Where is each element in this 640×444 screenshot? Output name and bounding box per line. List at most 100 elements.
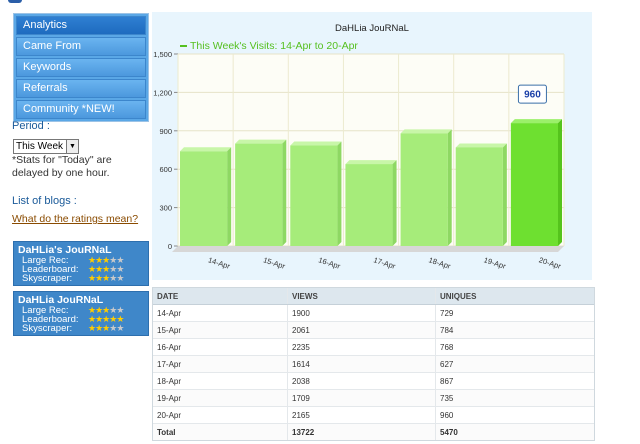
bar-top (510, 119, 562, 124)
x-tick-label: 20-Apr (538, 255, 563, 271)
chart-legend: This Week's Visits: 14-Apr to 20-Apr (180, 40, 358, 52)
analytics-nav: Analytics Came From Keywords Referrals C… (13, 13, 149, 122)
bar-chart: 0 300 600 900 1,200 1,500 14-Apr 15-Apr 16-Apr 17… (153, 50, 565, 271)
bar-top (235, 139, 287, 144)
star-icon: ★ (109, 323, 117, 333)
cell-views: 2038 (287, 372, 436, 390)
nav-item-community[interactable]: Community *NEW! (16, 100, 146, 119)
cell-views: 13722 (287, 423, 436, 440)
table-row: 19-Apr 1709 735 (153, 389, 594, 407)
table-row: 20-Apr 2165 960 (153, 406, 594, 424)
cell-views: 1709 (287, 389, 436, 407)
list-of-blogs-heading: List of blogs : (12, 195, 77, 207)
x-tick-label: 15-Apr (262, 255, 287, 271)
star-rating: ★★★★★ (88, 314, 124, 324)
visits-table: DATE VIEWS UNIQUES 14-Apr 1900 729 15-Apr 20… (152, 287, 595, 441)
bar-side (558, 119, 562, 246)
star-icon: ★ (109, 255, 117, 265)
x-tick-label: 14-Apr (207, 255, 232, 271)
cell-date: 16-Apr (153, 338, 288, 356)
rating-row: Skyscraper: ★★★★★ (18, 323, 144, 334)
bar (235, 143, 283, 246)
bar-side (392, 160, 397, 246)
nav-item-referrals[interactable]: Referrals (16, 79, 146, 98)
cell-date: 19-Apr (153, 389, 288, 407)
bar (345, 164, 393, 246)
table-row: 15-Apr 2061 784 (153, 321, 594, 339)
rating-label: Leaderboard: (22, 314, 79, 325)
stats-delay-note: *Stats for "Today" are delayed by one ho… (12, 154, 112, 179)
bar (400, 133, 448, 246)
top-strip (0, 0, 640, 8)
bar-top (455, 143, 507, 148)
star-icon: ★ (95, 264, 103, 274)
cell-date: 18-Apr (153, 372, 288, 390)
star-icon: ★ (109, 273, 117, 283)
ratings-meaning-link[interactable]: What do the ratings mean? (12, 213, 139, 225)
blog-card[interactable]: DaHLia JouRNaL Large Rec: ★★★★★ Leaderboa… (13, 291, 149, 336)
star-rating: ★★★★★ (88, 305, 124, 315)
bar (455, 147, 503, 246)
rating-row: Large Rec: ★★★★★ (18, 305, 144, 316)
dropdown-arrow-icon[interactable]: ▼ (66, 140, 78, 153)
chart-title: DaHLia JouRNaL (335, 23, 409, 34)
y-tick-label: 600 (159, 165, 172, 174)
legend-swatch (180, 45, 187, 48)
star-icon: ★ (102, 273, 110, 283)
header-fragment (8, 0, 22, 3)
star-icon: ★ (88, 255, 96, 265)
table-row: 16-Apr 2235 768 (153, 338, 594, 356)
period-label: Period : (12, 120, 50, 132)
header-date[interactable]: DATE (153, 288, 288, 305)
table-row: 18-Apr 2038 867 (153, 372, 594, 390)
period-selected-value: This Week (16, 141, 64, 152)
header-views[interactable]: VIEWS (287, 288, 436, 305)
table-total-row: Total 13722 5470 (153, 423, 594, 440)
bar (510, 123, 558, 246)
nav-item-keywords[interactable]: Keywords (16, 58, 146, 77)
nav-item-came-from[interactable]: Came From (16, 37, 146, 56)
bar-side (227, 147, 232, 246)
y-tick-label: 0 (168, 242, 172, 251)
star-icon: ★ (109, 314, 117, 324)
star-rating: ★★★★★ (88, 264, 124, 274)
cell-views: 1900 (287, 304, 436, 322)
cell-date: Total (153, 423, 288, 440)
cell-date: 20-Apr (153, 406, 288, 424)
legend-label: This Week's Visits: 14-Apr to 20-Apr (190, 40, 358, 52)
bar (180, 151, 228, 246)
x-tick-label: 18-Apr (428, 255, 453, 271)
y-tick-label: 900 (159, 127, 172, 136)
period-select[interactable]: This Week ▼ (13, 139, 79, 154)
blog-name: DaHLia's JouRNaL (18, 244, 112, 256)
bar-top (345, 160, 397, 165)
star-icon: ★ (102, 305, 110, 315)
star-icon: ★ (109, 305, 117, 315)
rating-label: Skyscraper: (22, 323, 73, 334)
y-tick-label: 1,200 (153, 88, 172, 97)
blog-name: DaHLia JouRNaL (18, 294, 104, 306)
nav-item-analytics[interactable]: Analytics (16, 16, 146, 35)
x-tick-label: 16-Apr (317, 255, 342, 271)
star-icon: ★ (102, 264, 110, 274)
star-rating: ★★★★★ (88, 323, 124, 333)
cell-uniques: 735 (435, 389, 594, 407)
cell-views: 2235 (287, 338, 436, 356)
bar-top (400, 129, 452, 134)
x-tick-label: 17-Apr (372, 255, 397, 271)
cell-uniques: 5470 (435, 423, 594, 440)
star-icon: ★ (102, 255, 110, 265)
cell-uniques: 627 (435, 355, 594, 373)
star-rating: ★★★★★ (88, 255, 124, 265)
star-icon: ★ (116, 305, 124, 315)
value-callout (517, 84, 547, 104)
blog-card[interactable]: DaHLia's JouRNaL Large Rec: ★★★★★ Leaderb… (13, 241, 149, 286)
star-icon: ★ (95, 305, 103, 315)
bar-side (502, 143, 507, 246)
rating-row: Skyscraper: ★★★★★ (18, 273, 144, 284)
table-row: 17-Apr 1614 627 (153, 355, 594, 373)
header-uniques[interactable]: UNIQUES (435, 288, 594, 305)
cell-date: 14-Apr (153, 304, 288, 322)
star-icon: ★ (88, 305, 96, 315)
rating-row: Large Rec: ★★★★★ (18, 255, 144, 266)
